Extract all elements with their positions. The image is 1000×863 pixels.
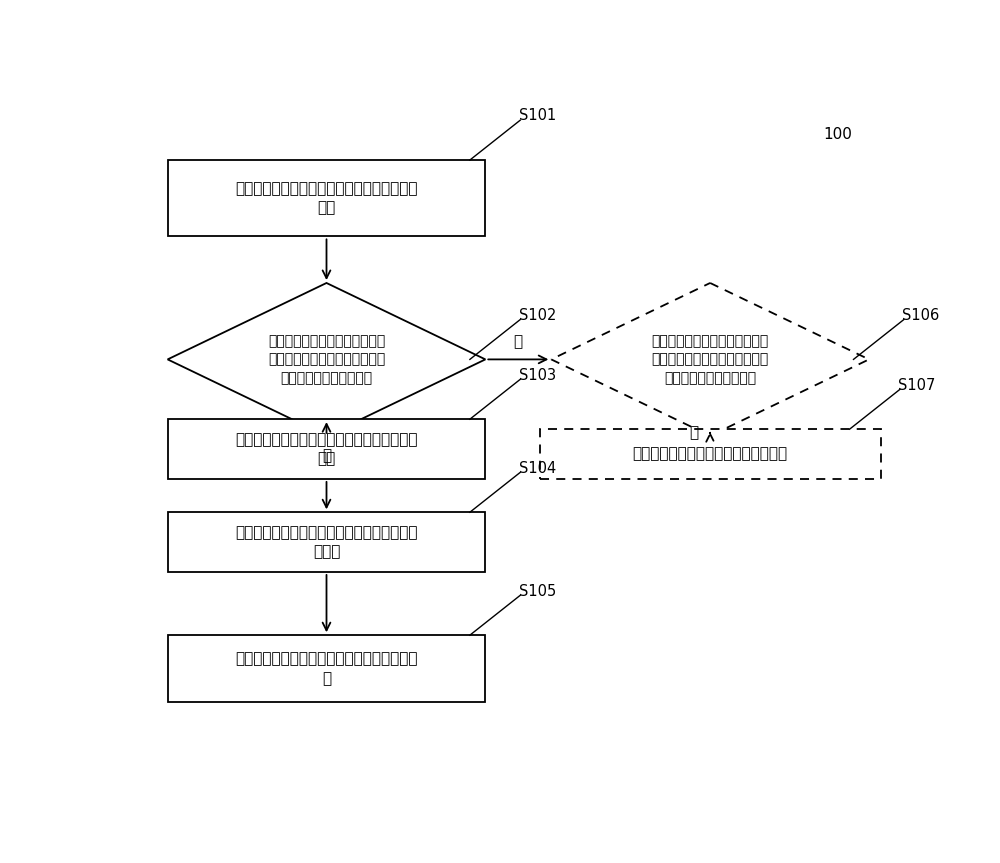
Text: 识别控制指令是否通过指示控制
点在模型坐标系下的模型坐标的
变化来控制控制点的动作: 识别控制指令是否通过指示控制 点在模型坐标系下的模型坐标的 变化来控制控制点的动…	[268, 334, 385, 385]
Text: 是: 是	[689, 425, 698, 440]
Polygon shape	[168, 283, 485, 436]
Text: S101: S101	[519, 109, 556, 123]
Bar	[168, 635, 485, 702]
Text: 否: 否	[514, 335, 523, 350]
Text: S106: S106	[902, 308, 940, 323]
Text: 100: 100	[824, 127, 852, 142]
Text: 基于场景坐标更新控制指令，生成更新后的控
制指令: 基于场景坐标更新控制指令，生成更新后的控 制指令	[235, 525, 418, 559]
Text: S104: S104	[519, 461, 556, 476]
Text: S102: S102	[519, 308, 556, 323]
Text: S103: S103	[519, 368, 556, 382]
Text: 是: 是	[322, 448, 331, 463]
Text: S107: S107	[898, 378, 936, 393]
Text: 利用控制指令控制控制点，以执行动作: 利用控制指令控制控制点，以执行动作	[633, 446, 788, 462]
Text: 利用更新后的控制指令控制控制点，以执行动
作: 利用更新后的控制指令控制控制点，以执行动 作	[235, 651, 418, 686]
Bar	[168, 160, 485, 236]
Text: 获取控制点在虚拟场景的场景坐标系下的场景
坐标: 获取控制点在虚拟场景的场景坐标系下的场景 坐标	[235, 432, 418, 467]
Bar	[540, 429, 881, 479]
Text: S105: S105	[519, 583, 556, 599]
Polygon shape	[551, 283, 869, 436]
Bar	[168, 419, 485, 479]
Bar	[168, 513, 485, 572]
Text: 接收针对虚拟场景中虚拟对象的控制点的控制
指令: 接收针对虚拟场景中虚拟对象的控制点的控制 指令	[235, 181, 418, 216]
Text: 识别控制指令是否通过指示控制
点在场景坐标系下的场景坐标的
变化来控制控制点的动作: 识别控制指令是否通过指示控制 点在场景坐标系下的场景坐标的 变化来控制控制点的动…	[652, 334, 769, 385]
